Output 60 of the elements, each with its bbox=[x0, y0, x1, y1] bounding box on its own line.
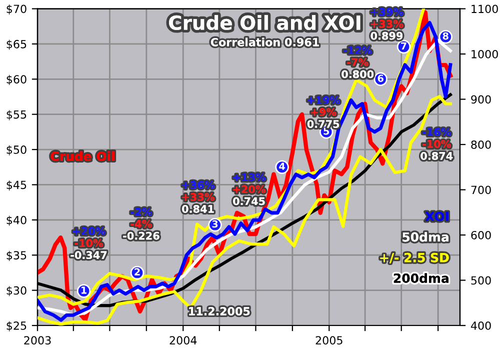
y2-tick-label: 800 bbox=[471, 140, 491, 149]
annotation: +36% bbox=[182, 180, 215, 189]
annotation: +9% bbox=[311, 108, 336, 116]
text: Crude Oil bbox=[50, 151, 114, 161]
annotation: -7% bbox=[347, 58, 368, 66]
y-tick-label: $35 bbox=[6, 250, 26, 261]
annotation: +20% bbox=[233, 185, 266, 194]
y2-tick-label: 700 bbox=[471, 186, 491, 194]
y2-tick-label: 400 bbox=[470, 321, 491, 330]
y-tick-label: $50 bbox=[6, 145, 26, 156]
y-tick-label: $25 bbox=[6, 321, 26, 332]
annotation: 3 bbox=[212, 220, 218, 228]
annotation: 1 bbox=[81, 286, 86, 294]
text: 50dma bbox=[402, 232, 448, 242]
y2-tick-label: 1000 bbox=[472, 50, 498, 58]
x-tick-label: 2003 bbox=[24, 336, 51, 345]
annotation: +19% bbox=[308, 96, 340, 104]
annotation: -2% bbox=[130, 208, 152, 216]
y-tick-label: $45 bbox=[6, 180, 26, 191]
annotation: +33% bbox=[182, 192, 215, 201]
y2-tick-label: 600 bbox=[471, 230, 491, 240]
annotation: -10% bbox=[74, 239, 104, 248]
annotation: +20% bbox=[73, 227, 106, 236]
annotation: +13% bbox=[233, 173, 266, 182]
annotation: -16% bbox=[422, 128, 451, 136]
annotation: 0.874 bbox=[420, 152, 453, 160]
y2-tick-label: 500 bbox=[471, 276, 491, 285]
y-tick-label: $40 bbox=[6, 216, 26, 226]
annotation: 4 bbox=[279, 162, 285, 170]
text: +/- 2.5 SD bbox=[380, 252, 449, 264]
annotation: 0.841 bbox=[182, 204, 214, 213]
x-tick-label: 2005 bbox=[316, 336, 342, 345]
annotation: 11.2.2005 bbox=[189, 307, 250, 316]
annotation: 8 bbox=[442, 32, 448, 40]
annotation: -10% bbox=[422, 140, 451, 148]
y-tick-label: $70 bbox=[6, 4, 26, 15]
annotation: +33% bbox=[371, 20, 404, 28]
annotation: 0.899 bbox=[370, 32, 403, 40]
annotation: -0.347 bbox=[70, 251, 107, 260]
annotation: 7 bbox=[401, 42, 406, 50]
y-tick-label: $65 bbox=[6, 40, 26, 50]
annotation: -0.226 bbox=[123, 232, 160, 240]
y-tick-label: $30 bbox=[6, 286, 26, 296]
text: Correlation 0.961 bbox=[210, 38, 319, 46]
y-tick-label: $55 bbox=[6, 110, 26, 120]
annotation: 6 bbox=[378, 74, 384, 82]
x-tick-label: 2004 bbox=[170, 336, 197, 345]
annotation: 2 bbox=[134, 268, 140, 276]
y2-tick-label: 1100 bbox=[472, 4, 498, 14]
y-tick-label: $60 bbox=[6, 74, 26, 85]
annotation: 0.800 bbox=[342, 70, 374, 78]
annotation: 0.745 bbox=[233, 197, 265, 206]
y2-tick-label: 900 bbox=[471, 95, 491, 104]
text: XOI bbox=[425, 212, 448, 222]
annotation: 0.775 bbox=[307, 120, 340, 128]
annotation: -12% bbox=[344, 46, 372, 54]
text: 200dma bbox=[394, 273, 448, 283]
annotation: -4% bbox=[130, 220, 152, 228]
chart-title: Crude Oil and XOI bbox=[169, 14, 360, 30]
annotation: +39% bbox=[371, 8, 404, 16]
